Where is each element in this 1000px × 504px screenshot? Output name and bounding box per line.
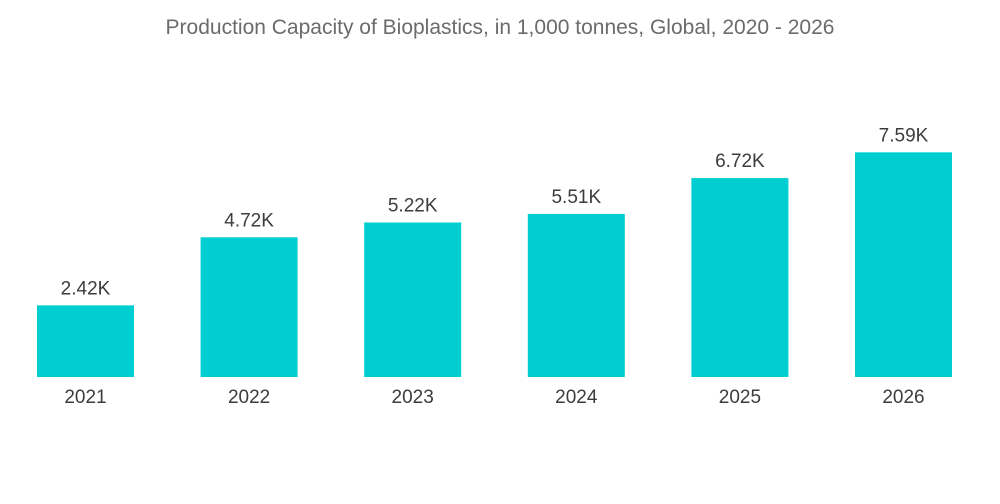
bar-2024 bbox=[527, 213, 625, 377]
x-tick-label-2021: 2021 bbox=[64, 387, 106, 408]
x-tick-label-2025: 2025 bbox=[719, 387, 761, 408]
data-label-2024: 5.51K bbox=[551, 187, 601, 208]
chart-title: Production Capacity of Bioplastics, in 1… bbox=[165, 16, 835, 39]
x-tick-label-2026: 2026 bbox=[882, 387, 924, 408]
data-label-2022: 4.72K bbox=[224, 210, 274, 231]
bar-2021 bbox=[37, 305, 134, 377]
bar-2023 bbox=[364, 222, 462, 377]
bar-2026 bbox=[855, 152, 952, 377]
data-label-2021: 2.42K bbox=[61, 278, 111, 299]
bar-2025 bbox=[691, 178, 789, 377]
x-tick-label-2023: 2023 bbox=[392, 387, 434, 408]
data-label-2026: 7.59K bbox=[879, 125, 929, 146]
data-label-2023: 5.22K bbox=[388, 195, 438, 216]
data-label-2025: 6.72K bbox=[715, 151, 765, 172]
x-tick-label-2024: 2024 bbox=[555, 387, 598, 408]
x-tick-label-2022: 2022 bbox=[228, 387, 270, 408]
bar-2022 bbox=[200, 237, 298, 377]
